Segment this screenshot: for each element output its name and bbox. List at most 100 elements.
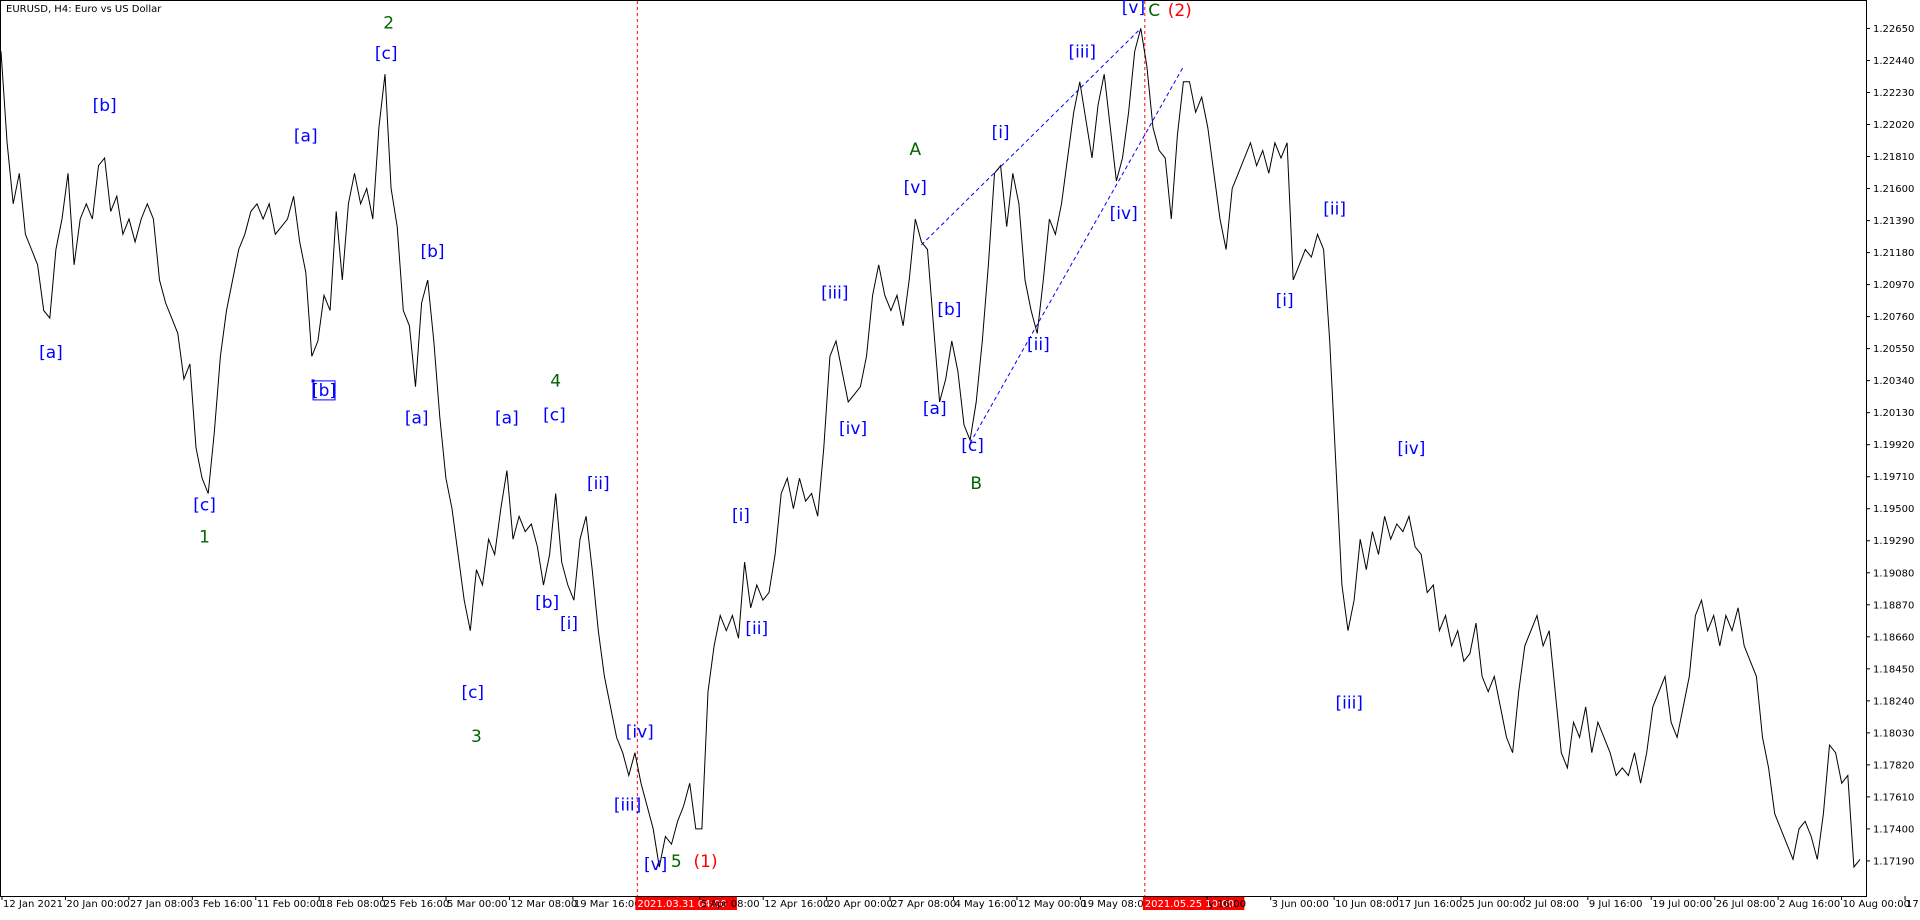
price-line	[0, 28, 1861, 869]
price-series	[0, 28, 1861, 869]
x-tick-highlight	[1142, 897, 1245, 910]
x-tick-label: 4 May 16:00	[955, 899, 1017, 910]
x-tick-label: 17 Jun 16:00	[1399, 899, 1463, 910]
wave-label[interactable]: [a]	[294, 126, 318, 146]
y-tick-label: 1.17820	[1873, 760, 1914, 771]
wave-label[interactable]: [i]	[560, 614, 578, 634]
x-tick-label: 12 Mar 08:00	[510, 899, 577, 910]
wave-label[interactable]: (1)	[694, 852, 718, 872]
x-tick-label: 5 Apr 08:00	[701, 899, 760, 910]
x-tick-label: 9 Jul 16:00	[1589, 899, 1643, 910]
wave-label[interactable]: A	[909, 140, 921, 160]
y-tick-label: 1.19710	[1873, 472, 1914, 483]
y-tick-label: 1.19080	[1873, 568, 1914, 579]
wave-label[interactable]: [b]	[421, 242, 445, 262]
wave-label[interactable]: [ii]	[1323, 199, 1346, 219]
wave-label[interactable]: [v]	[904, 178, 927, 198]
wave-label[interactable]: C	[1148, 1, 1160, 21]
wave-label[interactable]: [ii]	[587, 474, 610, 494]
x-tick-highlight	[635, 897, 737, 910]
x-tick-label: 12 May 00:00	[1018, 899, 1087, 910]
y-tick-label: 1.19500	[1873, 504, 1914, 515]
x-tick-label: 10 Aug 00:00	[1843, 899, 1910, 910]
x-tick-label: 2021.03.31 04:00	[637, 899, 726, 910]
wave-label[interactable]: 4	[550, 372, 561, 392]
y-tick-label: 1.21180	[1873, 248, 1914, 259]
wave-label[interactable]: [b]	[535, 593, 559, 613]
symbol-title: EURUSD, H4: Euro vs US Dollar	[6, 4, 162, 15]
wave-label[interactable]: [a]	[923, 399, 947, 419]
y-tick-label: 1.21390	[1873, 216, 1914, 227]
y-tick-label: 1.20130	[1873, 408, 1914, 419]
time-axis: 12 Jan 2021 20 Jan 00:00 27 Jan 08:00 3 Feb…	[1, 896, 1920, 910]
selected-label-marker[interactable]	[311, 379, 336, 401]
channel-line	[969, 66, 1184, 444]
x-tick-label: 27 Apr 08:00	[891, 899, 956, 910]
x-tick-label: 19 May 08:00	[1081, 899, 1150, 910]
wave-label[interactable]: [b]	[93, 96, 117, 116]
wave-label[interactable]: 2	[383, 13, 394, 33]
y-tick-label: 1.19290	[1873, 536, 1914, 547]
x-tick-label: 26 Jul 08:00	[1716, 899, 1776, 910]
x-tick-label: 20 Jan 00:00	[66, 899, 129, 910]
x-tick-label: 11 Feb 00:00	[257, 899, 323, 910]
x-tick-label: 12 Jan 2021	[3, 899, 63, 910]
wave-label[interactable]: [ii]	[1027, 335, 1050, 355]
wave-label[interactable]: [iii]	[1336, 693, 1363, 713]
wave-label[interactable]: [a]	[405, 408, 429, 428]
x-tick-label: 18 Feb 08:00	[320, 899, 386, 910]
y-tick-label: 1.18450	[1873, 664, 1914, 675]
wave-labels: [a] [b] [c] 1 [a] [b] 2 [c] [b] [a] [c] 3 [a] 4 [c] [ii…	[39, 0, 1425, 875]
selection-box[interactable]	[312, 380, 336, 401]
wave-label[interactable]: [iv]	[839, 419, 867, 439]
wave-label[interactable]: [c]	[193, 495, 216, 515]
x-tick-label: 3 Feb 16:00	[193, 899, 252, 910]
wave-label[interactable]: [v]	[644, 855, 667, 875]
y-tick-label: 1.22650	[1873, 24, 1914, 35]
x-tick-label: 10 Jun 08:00	[1335, 899, 1399, 910]
wave-label[interactable]: 1	[199, 527, 210, 547]
wave-label[interactable]: [iv]	[626, 722, 654, 742]
y-tick-label: 1.18240	[1873, 696, 1914, 707]
wave-label[interactable]: [a]	[39, 343, 63, 363]
wave-label[interactable]: 5	[671, 852, 682, 872]
y-tick-label: 1.20550	[1873, 344, 1914, 355]
x-tick-label: y 16:00	[1208, 899, 1246, 910]
y-tick-label: 1.20760	[1873, 312, 1914, 323]
wave-label[interactable]: B	[970, 474, 982, 494]
y-tick-label: 1.20340	[1873, 376, 1914, 387]
vertical-lines	[636, 1, 1146, 896]
wave-label[interactable]: [c]	[375, 44, 398, 64]
wave-label[interactable]: [c]	[461, 683, 484, 703]
wave-label[interactable]: [iii]	[614, 796, 641, 816]
wave-label[interactable]: [i]	[992, 123, 1010, 143]
wave-label[interactable]: [iii]	[821, 283, 848, 303]
wave-label[interactable]: [c]	[543, 405, 566, 425]
wave-label[interactable]: [b]	[312, 381, 336, 401]
x-tick-label: 2 Aug 16:00	[1779, 899, 1840, 910]
wave-label[interactable]: 3	[471, 727, 482, 747]
plot-frame	[0, 0, 1867, 897]
x-tick-label: 19 Jul 00:00	[1652, 899, 1712, 910]
wave-label[interactable]: [v]	[1122, 0, 1145, 18]
wave-label[interactable]: [ii]	[745, 619, 768, 639]
wave-label[interactable]: [c]	[961, 436, 984, 456]
y-tick-label: 1.22440	[1873, 56, 1914, 67]
y-tick-label: 1.17610	[1873, 792, 1914, 803]
wave-label[interactable]: [iii]	[1069, 42, 1096, 62]
y-tick-label: 1.20970	[1873, 280, 1914, 291]
wave-label[interactable]: [i]	[1276, 291, 1294, 311]
x-tick-label: 2 Jul 08:00	[1525, 899, 1579, 910]
wave-label[interactable]: [iv]	[1110, 204, 1138, 224]
wave-label[interactable]: [iv]	[1397, 439, 1425, 459]
x-tick-label: 17 Aug 08:00	[1906, 899, 1920, 910]
selection-handle[interactable]	[311, 379, 315, 383]
wave-label[interactable]: [a]	[495, 408, 519, 428]
y-tick-label: 1.18870	[1873, 600, 1914, 611]
wave-label[interactable]: (2)	[1168, 1, 1192, 21]
wave-label[interactable]: [b]	[937, 300, 961, 320]
wave-label[interactable]: [i]	[732, 506, 750, 526]
